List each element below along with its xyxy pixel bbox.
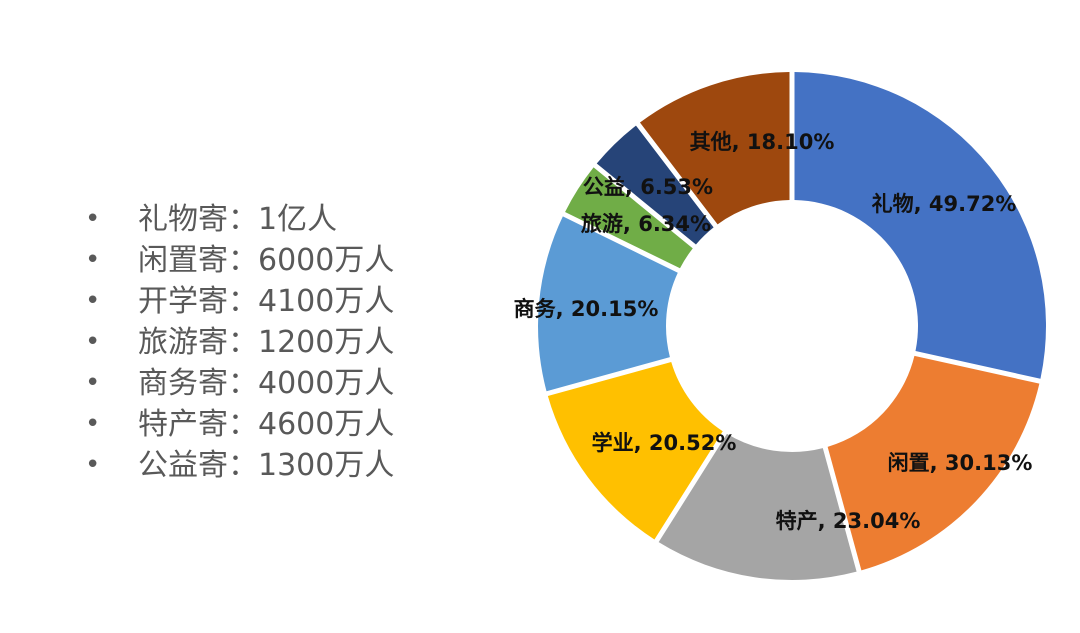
bullet-text: 旅游寄：1200万人 xyxy=(138,325,395,360)
bullet-text: 公益寄：1300万人 xyxy=(138,448,395,483)
bullet-dot-icon: • xyxy=(85,368,101,398)
bullet-dot-icon: • xyxy=(85,409,101,439)
bullet-text: 闲置寄：6000万人 xyxy=(138,243,395,278)
donut-slice-1 xyxy=(794,72,1046,379)
slice-label-4: 学业, 20.52% xyxy=(592,431,737,455)
bullet-item-business: • 商务寄：4000万人 xyxy=(80,363,394,404)
slice-label-2: 闲置, 30.13% xyxy=(888,451,1033,475)
donut-slice-8 xyxy=(639,72,790,225)
slice-label-3: 特产, 23.04% xyxy=(776,509,921,533)
bullet-dot-icon: • xyxy=(85,286,101,316)
donut-slice-4 xyxy=(547,361,723,540)
bullet-item-idle: • 闲置寄：6000万人 xyxy=(80,240,394,281)
bullet-dot-icon: • xyxy=(85,204,101,234)
slice-label-6: 旅游, 6.34% xyxy=(581,212,711,236)
bullet-item-school: • 开学寄：4100万人 xyxy=(80,281,394,322)
donut-slices xyxy=(538,72,1046,580)
donut-slice-5 xyxy=(538,216,678,392)
bullet-text: 开学寄：4100万人 xyxy=(138,284,395,319)
bullet-item-charity: • 公益寄：1300万人 xyxy=(80,445,394,486)
slice-label-7: 公益, 6.53% xyxy=(583,175,713,199)
bullet-item-specialty: • 特产寄：4600万人 xyxy=(80,404,394,445)
donut-slice-6 xyxy=(565,167,693,269)
donut-slice-7 xyxy=(596,125,714,245)
donut-chart: 礼物, 49.72% 闲置, 30.13% 特产, 23.04% 学业, 20.52%… xyxy=(514,72,1046,580)
donut-slice-3 xyxy=(658,433,857,580)
slice-labels: 礼物, 49.72% 闲置, 30.13% 特产, 23.04% 学业, 20.52%… xyxy=(514,130,1033,533)
bullet-text: 特产寄：4600万人 xyxy=(138,407,395,442)
bullet-text: 商务寄：4000万人 xyxy=(138,366,395,401)
donut-slice-2 xyxy=(827,355,1040,571)
bullet-item-travel: • 旅游寄：1200万人 xyxy=(80,322,394,363)
bullet-list: • 礼物寄：1亿人 • 闲置寄：6000万人 • 开学寄：4100万人 • 旅游寄：12… xyxy=(80,199,394,486)
slice-label-1: 礼物, 49.72% xyxy=(872,192,1017,216)
bullet-text: 礼物寄：1亿人 xyxy=(138,202,338,237)
bullet-item-gift: • 礼物寄：1亿人 xyxy=(80,199,394,240)
bullet-dot-icon: • xyxy=(85,327,101,357)
slice-label-8: 其他, 18.10% xyxy=(690,130,835,154)
bullet-dot-icon: • xyxy=(85,450,101,480)
slice-label-5: 商务, 20.15% xyxy=(514,297,659,321)
bullet-dot-icon: • xyxy=(85,245,101,275)
